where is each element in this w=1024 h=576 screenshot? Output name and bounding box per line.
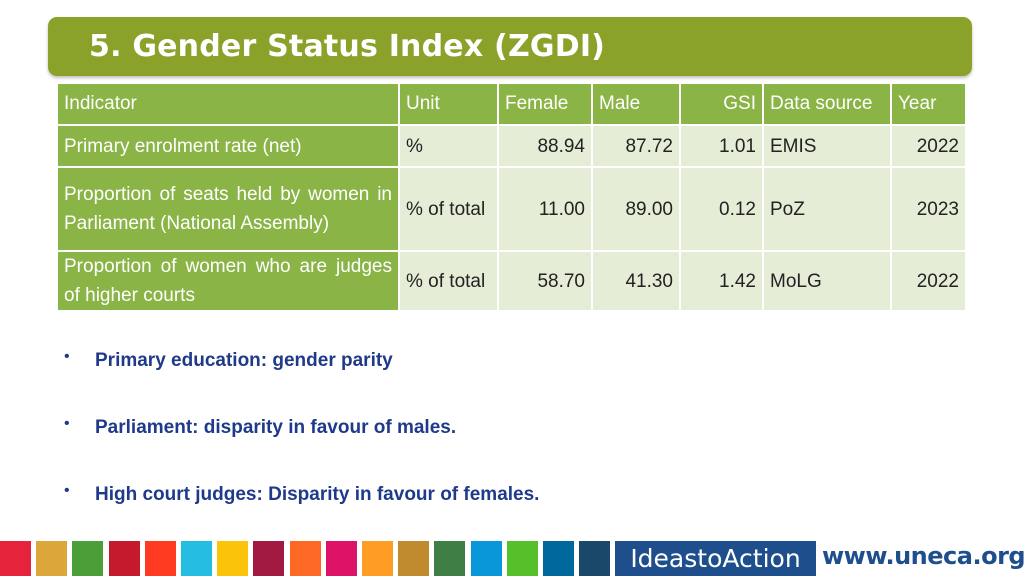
cell-unit: %	[398, 124, 499, 168]
logo-text: IdeastoAction	[630, 544, 801, 573]
sdg-color-block	[362, 541, 393, 576]
cell-gsi: 1.42	[679, 250, 764, 312]
bullet-icon: •	[64, 415, 70, 432]
sdg-color-block	[253, 541, 285, 576]
cell-indicator: Primary enrolment rate (net)	[56, 124, 400, 168]
ideas-to-action-logo: IdeastoAction	[615, 541, 816, 576]
title-bar: 5. Gender Status Index (ZGDI)	[48, 17, 972, 76]
table-header-row: Indicator Unit Female Male GSI Data sour…	[56, 82, 967, 126]
gsi-table: Indicator Unit Female Male GSI Data sour…	[56, 82, 967, 312]
cell-gsi: 1.01	[679, 124, 764, 168]
header-year: Year	[890, 82, 967, 126]
cell-source: MoLG	[762, 250, 892, 312]
sdg-color-block	[289, 541, 321, 576]
bullet-icon: •	[64, 482, 70, 499]
bullet-text: Primary education: gender parity	[95, 350, 393, 371]
sdg-color-block	[108, 541, 140, 576]
header-gsi: GSI	[679, 82, 764, 126]
bullet-icon: •	[64, 348, 70, 365]
table-row: Proportion of seats held by women in Par…	[56, 166, 967, 252]
header-female: Female	[497, 82, 593, 126]
cell-source: PoZ	[762, 166, 892, 252]
sdg-color-block	[398, 541, 430, 576]
header-indicator: Indicator	[56, 82, 400, 126]
cell-gsi: 0.12	[679, 166, 764, 252]
cell-indicator: Proportion of seats held by women in Par…	[56, 166, 400, 252]
table-row: Proportion of women who are judges of hi…	[56, 250, 967, 312]
sdg-color-block	[506, 541, 538, 576]
sdg-color-block	[434, 541, 466, 576]
cell-female: 11.00	[497, 166, 593, 252]
cell-year: 2022	[890, 250, 967, 312]
header-source: Data source	[762, 82, 892, 126]
sdg-color-block	[0, 541, 31, 576]
cell-year: 2022	[890, 124, 967, 168]
cell-unit: % of total	[398, 166, 499, 252]
cell-unit: % of total	[398, 250, 499, 312]
cell-source: EMIS	[762, 124, 892, 168]
sdg-color-block	[144, 541, 176, 576]
cell-male: 41.30	[591, 250, 681, 312]
cell-male: 87.72	[591, 124, 681, 168]
cell-female: 88.94	[497, 124, 593, 168]
table-row: Primary enrolment rate (net) % 88.94 87.…	[56, 124, 967, 168]
cell-male: 89.00	[591, 166, 681, 252]
sdg-color-block	[181, 541, 212, 576]
sdg-color-block	[325, 541, 357, 576]
sdg-color-block	[543, 541, 574, 576]
sdg-color-block	[36, 541, 68, 576]
sdg-color-block	[470, 541, 502, 576]
sdg-color-block	[579, 541, 611, 576]
bullet-text: High court judges: Disparity in favour o…	[95, 484, 540, 505]
cell-indicator: Proportion of women who are judges of hi…	[56, 250, 400, 312]
header-unit: Unit	[398, 82, 499, 126]
header-male: Male	[591, 82, 681, 126]
footer-url[interactable]: www.uneca.org	[822, 542, 1024, 570]
sdg-color-strip	[0, 541, 616, 576]
cell-female: 58.70	[497, 250, 593, 312]
page-title: 5. Gender Status Index (ZGDI)	[89, 29, 606, 64]
sdg-color-block	[217, 541, 249, 576]
cell-year: 2023	[890, 166, 967, 252]
sdg-color-block	[72, 541, 104, 576]
bullet-text: Parliament: disparity in favour of males…	[95, 417, 457, 438]
